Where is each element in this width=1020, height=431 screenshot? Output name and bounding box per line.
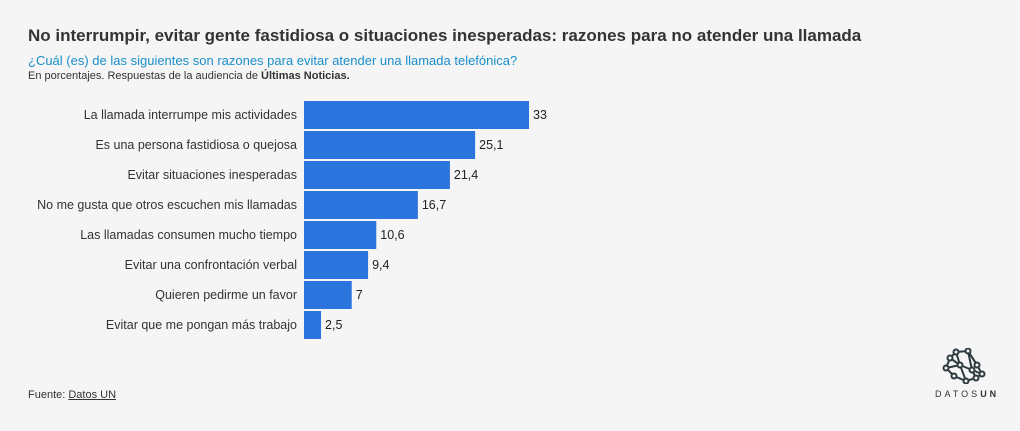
bar <box>304 131 476 159</box>
logo-text-bold: UN <box>980 389 1000 399</box>
category-label: Evitar una confrontación verbal <box>125 258 297 272</box>
note-text: En porcentajes. Respuestas de la audienc… <box>28 70 261 82</box>
source-link[interactable]: Datos UN <box>68 389 117 401</box>
category-label: Quieren pedirme un favor <box>155 288 297 302</box>
value-label: 2,5 <box>325 318 342 332</box>
datosun-logo: DATOSUN <box>935 347 996 399</box>
bar <box>304 101 529 129</box>
category-label: Evitar situaciones inesperadas <box>127 168 297 182</box>
value-label: 10,6 <box>380 228 404 242</box>
category-label: Es una persona fastidiosa o quejosa <box>95 138 297 152</box>
network-icon <box>942 347 986 385</box>
bar <box>304 161 450 189</box>
bar <box>304 311 322 339</box>
value-label: 9,4 <box>372 258 389 272</box>
category-label: Las llamadas consumen mucho tiempo <box>80 228 297 242</box>
note-bold: Últimas Noticias. <box>261 70 350 82</box>
chart-subtitle: ¿Cuál (es) de las siguientes son razones… <box>28 53 518 68</box>
bar <box>304 251 369 279</box>
bar <box>304 281 352 309</box>
source-label: Fuente: <box>28 389 69 401</box>
chart-title: No interrumpir, evitar gente fastidiosa … <box>28 26 862 45</box>
value-label: 21,4 <box>454 168 478 182</box>
category-label: No me gusta que otros escuchen mis llama… <box>37 198 297 212</box>
value-label: 25,1 <box>479 138 503 152</box>
chart-note: En porcentajes. Respuestas de la audienc… <box>28 70 350 82</box>
bar <box>304 191 418 219</box>
category-label: La llamada interrumpe mis actividades <box>84 108 297 122</box>
source: Fuente: Datos UN <box>28 389 116 401</box>
value-label: 7 <box>356 288 363 302</box>
category-label: Evitar que me pongan más trabajo <box>106 318 297 332</box>
logo-text-light: DATOS <box>935 389 981 399</box>
bar <box>304 221 377 249</box>
logo-text: DATOSUN <box>935 389 996 399</box>
value-label: 16,7 <box>422 198 446 212</box>
value-label: 33 <box>533 108 547 122</box>
